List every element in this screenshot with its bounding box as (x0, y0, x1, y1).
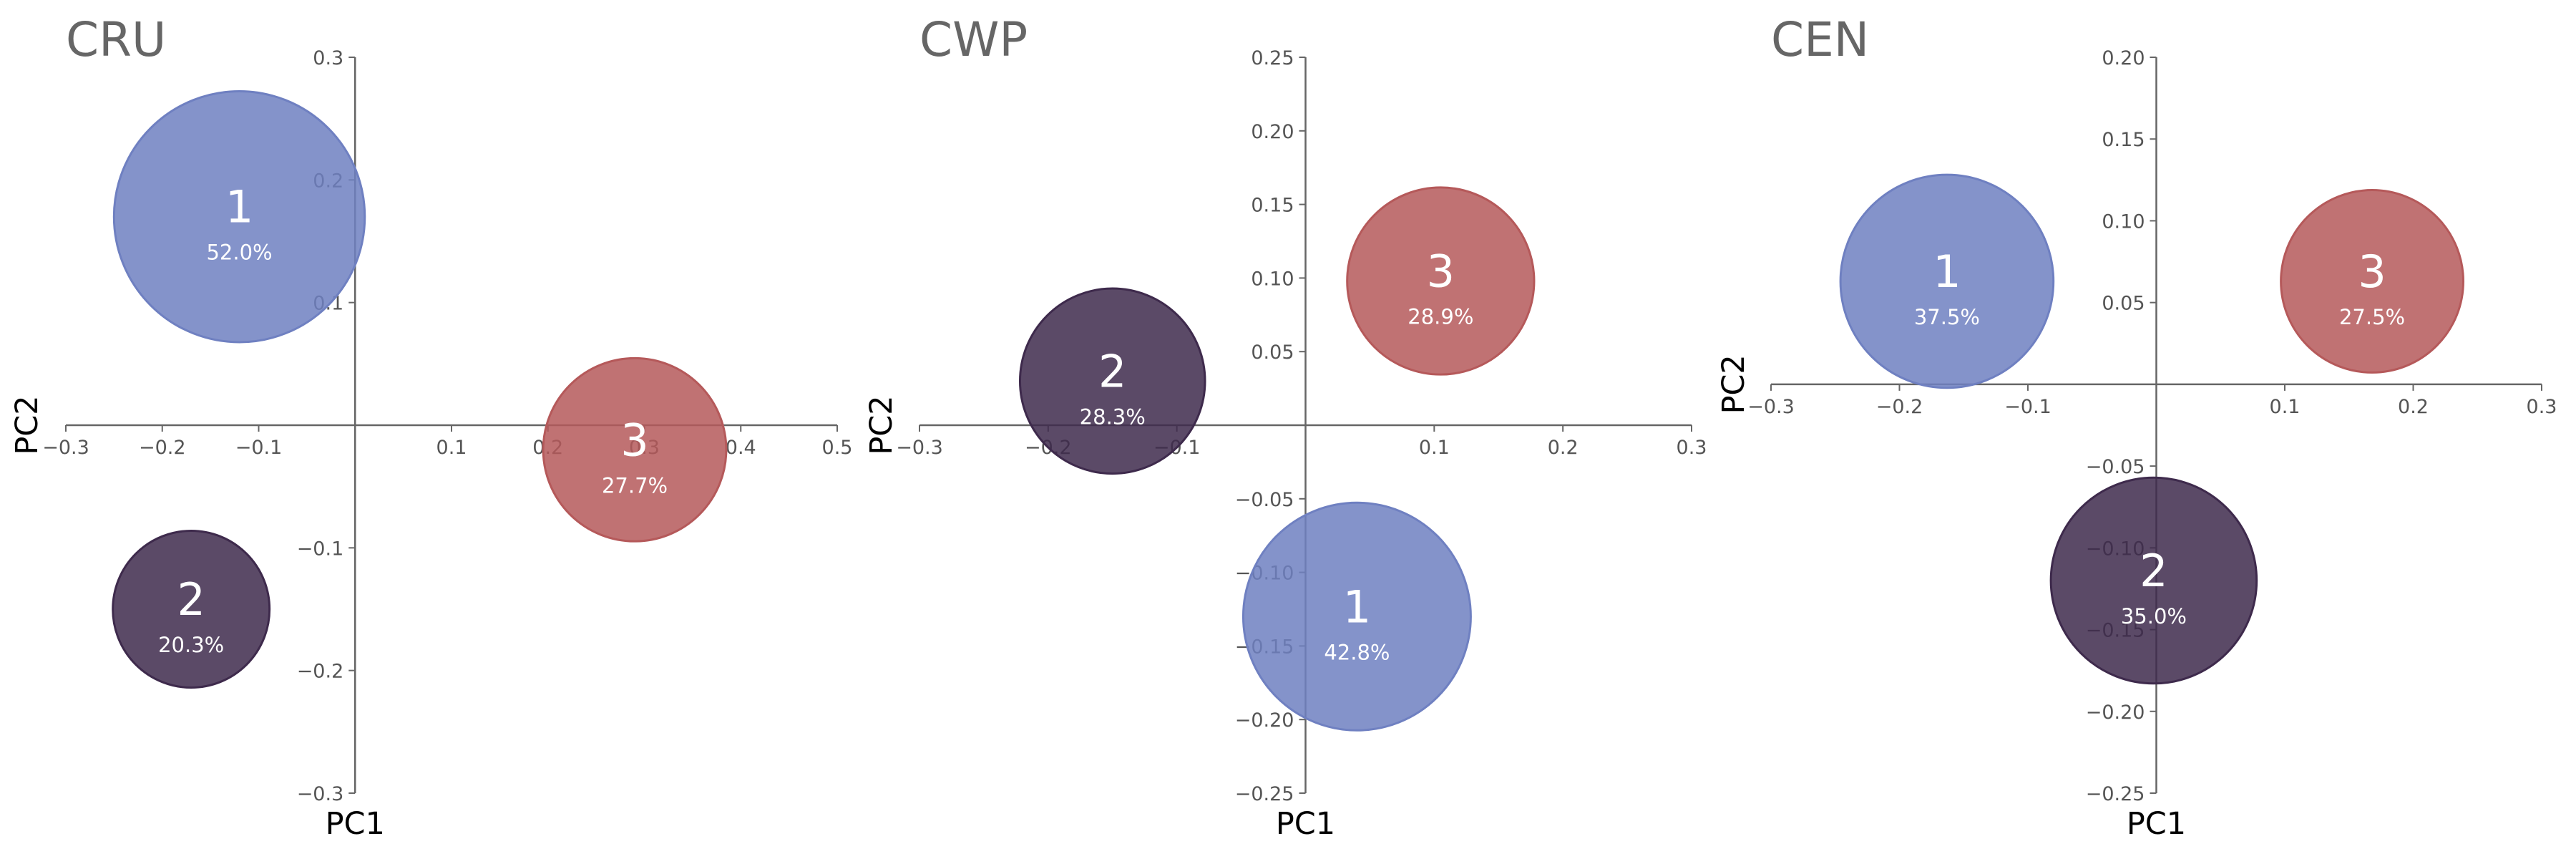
x-tick-label: −0.2 (139, 437, 186, 459)
y-tick-label: 0.25 (1251, 47, 1294, 69)
y-tick-label: −0.3 (297, 783, 344, 805)
cluster-1-bubble (112, 90, 366, 344)
cluster-3-bubble (1346, 186, 1536, 376)
y-tick-label: 0.05 (1251, 341, 1294, 364)
chart-panel-cru: −0.3−0.2−0.10.10.20.30.40.5−0.3−0.2−0.10… (9, 12, 852, 842)
cluster-2-bubble (112, 530, 271, 689)
cluster-3-share: 27.7% (602, 473, 668, 498)
cluster-2-share: 35.0% (2121, 604, 2187, 629)
cluster-3-bubble (2280, 189, 2464, 374)
cluster-2-bubble (1018, 287, 1206, 475)
y-tick-label: −0.05 (1235, 489, 1294, 511)
x-tick-label: 0.5 (822, 437, 853, 459)
y-tick-label: −0.20 (2086, 702, 2145, 724)
y-tick-label: −0.2 (297, 661, 344, 683)
x-tick-label: −0.1 (235, 437, 283, 459)
cluster-3-label: 3 (620, 414, 648, 466)
x-axis-label: PC1 (326, 806, 385, 842)
cluster-1-share: 52.0% (206, 241, 272, 265)
y-tick-label: 0.20 (2102, 47, 2145, 69)
cluster-1-label: 1 (1343, 581, 1371, 633)
y-tick-label: −0.1 (297, 538, 344, 560)
cluster-2-bubble (2049, 476, 2258, 685)
y-tick-label: 0.15 (2102, 129, 2145, 151)
x-tick-label: −0.3 (896, 437, 943, 459)
panel-title: CEN (1771, 12, 1869, 67)
x-tick-label: −0.1 (2004, 396, 2051, 418)
y-axis-label: PC2 (1716, 354, 1752, 414)
cluster-1-label: 1 (1933, 246, 1961, 298)
x-tick-label: 0.2 (2398, 396, 2429, 418)
y-tick-label: 0.15 (1251, 195, 1294, 217)
y-tick-label: −0.05 (2086, 456, 2145, 478)
cluster-3-share: 27.5% (2339, 305, 2405, 329)
panel-title: CRU (66, 12, 166, 67)
cluster-3-label: 3 (1427, 246, 1455, 298)
x-axis-label: PC1 (1276, 806, 1335, 842)
cluster-3-bubble (542, 356, 728, 543)
y-tick-label: 0.05 (2102, 293, 2145, 315)
x-tick-label: −0.2 (1876, 396, 1923, 418)
cluster-3-label: 3 (2358, 246, 2386, 298)
x-tick-label: 0.3 (2527, 396, 2557, 418)
y-axis-label: PC2 (9, 395, 45, 455)
cluster-3-share: 28.9% (1407, 305, 1473, 329)
x-tick-label: 0.3 (1677, 437, 1707, 459)
x-tick-label: −0.3 (42, 437, 89, 459)
y-tick-label: 0.3 (313, 47, 343, 69)
x-tick-label: 0.4 (726, 437, 756, 459)
y-tick-label: −0.25 (2086, 783, 2145, 805)
chart-panel-cwp: −0.3−0.2−0.10.10.20.3−0.25−0.20−0.15−0.1… (864, 12, 1707, 842)
cluster-1-label: 1 (225, 181, 253, 233)
y-tick-label: 0.20 (1251, 121, 1294, 143)
cluster-2-share: 28.3% (1080, 404, 1146, 429)
cluster-2-label: 2 (1098, 345, 1126, 397)
cluster-1-share: 37.5% (1914, 305, 1980, 329)
cluster-2-label: 2 (2140, 545, 2167, 597)
y-tick-label: −0.20 (1235, 709, 1294, 732)
cluster-1-share: 42.8% (1324, 640, 1390, 664)
chart-panel-cen: −0.3−0.2−0.10.10.20.3−0.25−0.20−0.15−0.1… (1716, 12, 2557, 842)
x-tick-label: 0.1 (436, 437, 467, 459)
y-tick-label: −0.25 (1235, 783, 1294, 805)
y-tick-label: 0.10 (2102, 210, 2145, 233)
x-tick-label: 0.2 (1548, 437, 1579, 459)
x-tick-label: 0.1 (2270, 396, 2301, 418)
cluster-2-label: 2 (177, 573, 205, 626)
x-axis-label: PC1 (2127, 806, 2186, 842)
cluster-2-share: 20.3% (158, 633, 224, 657)
y-tick-label: 0.10 (1251, 268, 1294, 290)
y-axis-label: PC2 (864, 395, 899, 455)
cluster-1-bubble (1839, 173, 2055, 389)
panel-title: CWP (919, 12, 1028, 67)
x-tick-label: 0.1 (1419, 437, 1450, 459)
cluster-1-bubble (1241, 501, 1472, 732)
x-tick-label: −0.3 (1747, 396, 1795, 418)
